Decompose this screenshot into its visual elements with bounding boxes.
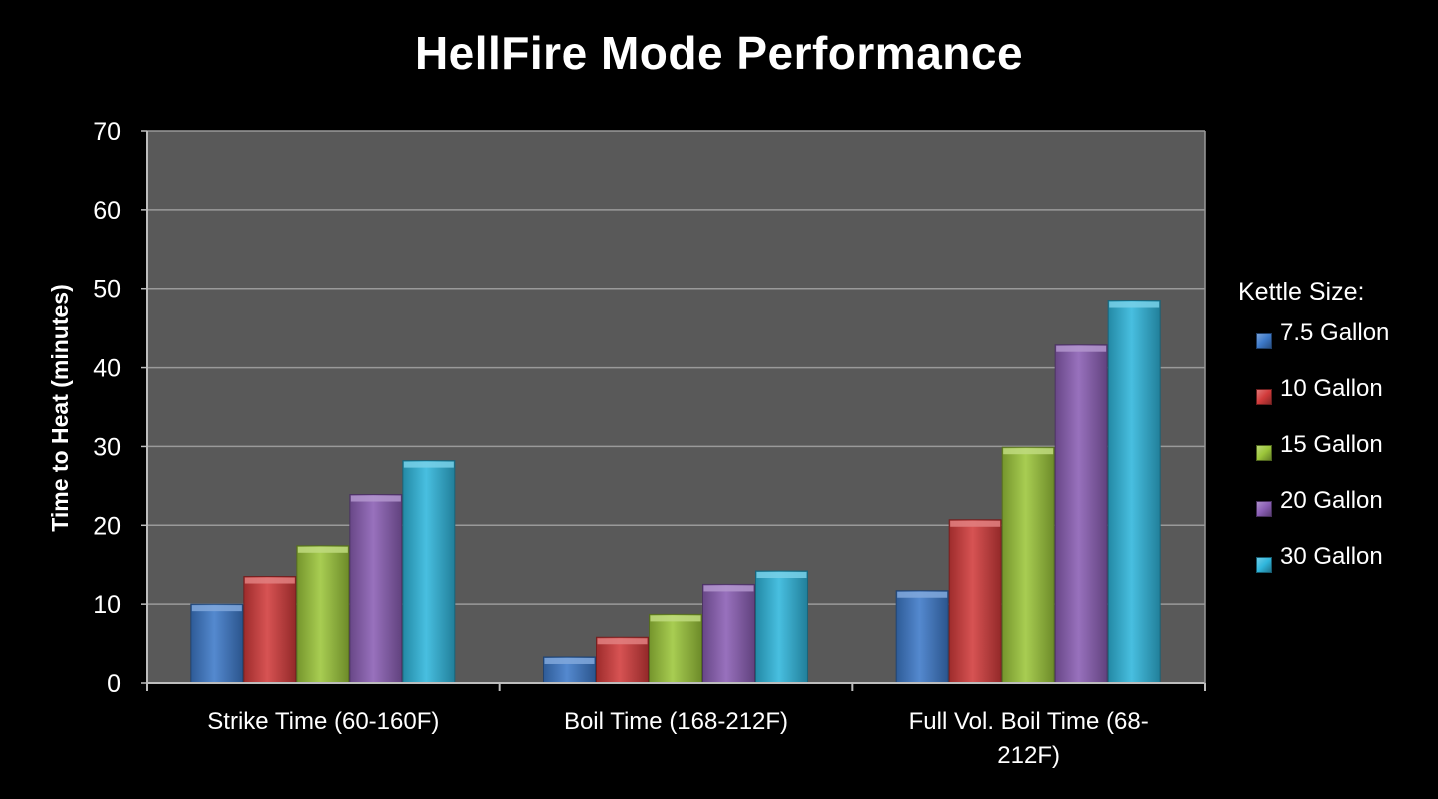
bar-body xyxy=(296,545,350,684)
bar-body xyxy=(190,603,244,684)
legend-label: 7.5 Gallon xyxy=(1280,319,1390,346)
bar-body xyxy=(895,590,949,684)
bar-highlight xyxy=(597,638,648,645)
y-tick-label: 10 xyxy=(93,591,121,619)
bar xyxy=(190,603,244,684)
bar-body xyxy=(243,576,297,684)
bar-highlight xyxy=(897,591,948,598)
legend-swatch xyxy=(1256,501,1272,517)
bar-body xyxy=(755,570,808,684)
y-tick-label: 60 xyxy=(93,197,121,225)
bar-body xyxy=(349,494,403,684)
bar xyxy=(243,576,297,684)
bar-body xyxy=(948,519,1002,684)
legend-label: 20 Gallon xyxy=(1280,487,1383,514)
bar-highlight xyxy=(350,495,401,502)
bar-body xyxy=(702,583,755,684)
y-tick-label: 70 xyxy=(93,118,121,146)
legend-label: 30 Gallon xyxy=(1280,543,1383,570)
bar xyxy=(402,460,456,684)
bar xyxy=(895,590,949,684)
legend-label: 10 Gallon xyxy=(1280,375,1383,402)
legend-item: 15 Gallon xyxy=(1238,431,1383,493)
chart-title: HellFire Mode Performance xyxy=(414,27,1024,79)
y-tick-label: 50 xyxy=(93,276,121,304)
bar-body xyxy=(1054,344,1108,684)
y-tick-label: 30 xyxy=(93,433,121,461)
y-tick-label: 20 xyxy=(93,512,121,540)
legend-swatch xyxy=(1256,557,1272,573)
bar-body xyxy=(649,613,702,684)
bar-highlight xyxy=(950,520,1001,527)
bar xyxy=(349,494,403,684)
bar-body xyxy=(402,460,456,684)
legend-swatch xyxy=(1256,333,1272,349)
x-category-label: Full Vol. Boil Time (68-212F) xyxy=(908,708,1149,769)
x-category-label: Strike Time (60-160F) xyxy=(207,708,440,735)
bar-highlight xyxy=(703,585,754,592)
legend-label: 15 Gallon xyxy=(1280,431,1383,458)
bar xyxy=(755,570,808,684)
bar-highlight xyxy=(1003,448,1054,455)
bar xyxy=(543,656,596,684)
bar xyxy=(1054,344,1108,684)
bar xyxy=(596,636,649,684)
bar xyxy=(1107,300,1161,684)
y-tick-label: 0 xyxy=(107,670,121,698)
bar-highlight xyxy=(756,572,807,579)
bar xyxy=(1001,446,1055,684)
legend: Kettle Size: 7.5 Gallon 10 Gallon 15 Gallo… xyxy=(1238,278,1389,605)
legend-swatch xyxy=(1256,389,1272,405)
legend-item: 20 Gallon xyxy=(1238,487,1383,549)
legend-item: 7.5 Gallon xyxy=(1238,319,1389,381)
bar xyxy=(702,583,755,684)
bar-highlight xyxy=(403,461,454,468)
legend-title: Kettle Size: xyxy=(1238,278,1365,306)
legend-item: 30 Gallon xyxy=(1238,543,1383,605)
y-tick-label: 40 xyxy=(93,355,121,383)
bar xyxy=(296,545,350,684)
bar xyxy=(948,519,1002,684)
bar-highlight xyxy=(191,605,242,612)
x-category-label: Boil Time (168-212F) xyxy=(563,708,789,735)
bar-highlight xyxy=(1109,301,1160,308)
bar-body xyxy=(1001,446,1055,684)
bar-highlight xyxy=(297,546,348,553)
bar-highlight xyxy=(544,657,595,664)
legend-item: 10 Gallon xyxy=(1238,375,1383,437)
bar-highlight xyxy=(244,577,295,584)
bar-highlight xyxy=(1056,345,1107,352)
bar-body xyxy=(1107,300,1161,684)
bar xyxy=(649,613,702,684)
bar-highlight xyxy=(650,615,701,622)
legend-swatch xyxy=(1256,445,1272,461)
